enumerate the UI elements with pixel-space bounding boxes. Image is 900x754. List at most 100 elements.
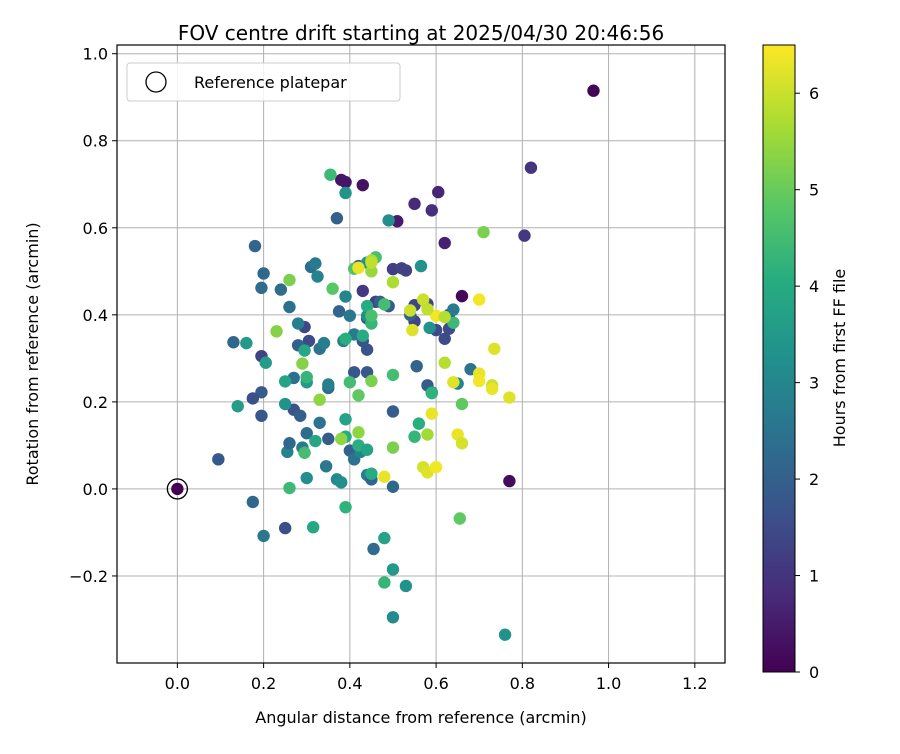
data-points — [171, 84, 600, 641]
data-point — [257, 267, 270, 280]
data-point — [360, 299, 374, 313]
data-point — [360, 343, 374, 356]
colorbar-tick-label: 6 — [809, 84, 819, 103]
data-point — [455, 397, 469, 411]
data-point — [365, 374, 378, 388]
data-point — [212, 453, 225, 466]
y-tick-label: 0.0 — [83, 480, 108, 499]
data-point — [339, 186, 352, 200]
data-point — [432, 185, 445, 199]
y-tick-label: −0.2 — [69, 567, 108, 586]
data-point — [240, 336, 253, 350]
y-tick-label: 0.4 — [83, 306, 108, 325]
data-point — [278, 521, 292, 535]
data-point — [356, 178, 369, 192]
data-point — [248, 239, 262, 253]
data-point — [335, 432, 348, 446]
data-point — [412, 417, 426, 430]
data-point — [278, 397, 292, 411]
data-point — [367, 542, 380, 556]
data-point — [524, 161, 538, 174]
data-point — [309, 257, 322, 270]
colorbar-tick-label: 1 — [809, 567, 819, 586]
legend-entry-reference: Reference platepar — [194, 73, 347, 92]
data-point — [313, 416, 326, 429]
data-point — [343, 309, 357, 322]
data-point — [294, 409, 307, 422]
data-point — [503, 391, 516, 404]
colorbar-label: Hours from first FF file — [830, 269, 849, 448]
legend: Reference platepar — [126, 62, 401, 102]
data-point — [447, 303, 460, 316]
data-point — [425, 204, 438, 217]
data-point — [360, 443, 374, 456]
data-point — [326, 282, 339, 295]
colorbar-tick-label: 2 — [809, 470, 819, 489]
y-tick-label: 0.8 — [83, 132, 108, 151]
x-tick-label: 0.2 — [251, 674, 276, 693]
data-point — [455, 437, 469, 450]
data-point — [378, 470, 391, 483]
data-point — [309, 434, 322, 448]
legend-marker-reference — [145, 71, 167, 93]
data-point — [339, 500, 352, 514]
data-point — [246, 392, 260, 405]
data-point — [421, 428, 434, 441]
data-point — [322, 432, 335, 446]
data-point — [365, 467, 378, 480]
data-point — [386, 275, 400, 289]
data-point — [352, 426, 365, 439]
data-point — [283, 300, 296, 314]
data-point — [438, 356, 451, 369]
y-tick-label: 0.2 — [83, 393, 108, 412]
data-point — [453, 512, 467, 525]
data-point — [386, 405, 400, 418]
data-point — [386, 563, 400, 576]
data-point — [455, 289, 469, 303]
data-point — [498, 628, 512, 641]
data-point — [274, 283, 288, 296]
colorbar-tick-label: 0 — [809, 663, 819, 682]
data-point — [322, 378, 335, 391]
data-point — [278, 375, 292, 388]
data-point — [518, 229, 531, 242]
chart-title: FOV centre drift starting at 2025/04/30 … — [178, 21, 664, 45]
data-point — [429, 460, 443, 474]
data-point — [416, 293, 430, 306]
data-point — [425, 407, 438, 420]
data-point — [339, 413, 352, 426]
data-point — [306, 521, 320, 534]
data-point — [378, 576, 391, 589]
data-point — [298, 344, 311, 357]
data-point — [339, 175, 352, 189]
y-tick-label: 0.6 — [83, 219, 108, 238]
data-point — [425, 386, 438, 400]
data-point — [324, 168, 337, 181]
data-point — [378, 531, 391, 545]
data-point — [473, 293, 486, 306]
data-point — [414, 259, 428, 273]
x-axis-ticks: 0.0 0.2 0.4 0.6 0.8 1.0 1.2 — [165, 663, 708, 693]
data-point — [408, 197, 421, 211]
data-point — [300, 427, 313, 440]
colorbar-ticks: 0 1 2 3 4 5 6 — [795, 84, 819, 682]
data-point — [356, 284, 369, 298]
colorbar-tick-label: 4 — [809, 277, 819, 296]
reference-marker — [166, 478, 189, 500]
data-point — [347, 366, 361, 379]
data-point — [332, 305, 346, 318]
data-point — [421, 302, 434, 316]
data-point — [386, 611, 400, 624]
data-point — [386, 368, 400, 382]
colorbar: 0 1 2 3 4 5 6 Hours from first FF file — [762, 44, 849, 682]
data-point — [587, 84, 600, 97]
data-point — [298, 446, 311, 459]
colorbar-tick-label: 3 — [809, 374, 819, 393]
data-point — [246, 495, 260, 509]
data-point — [488, 342, 501, 355]
data-point — [300, 471, 313, 485]
legend-box — [126, 62, 401, 102]
data-point — [352, 389, 365, 402]
data-point — [335, 476, 348, 489]
